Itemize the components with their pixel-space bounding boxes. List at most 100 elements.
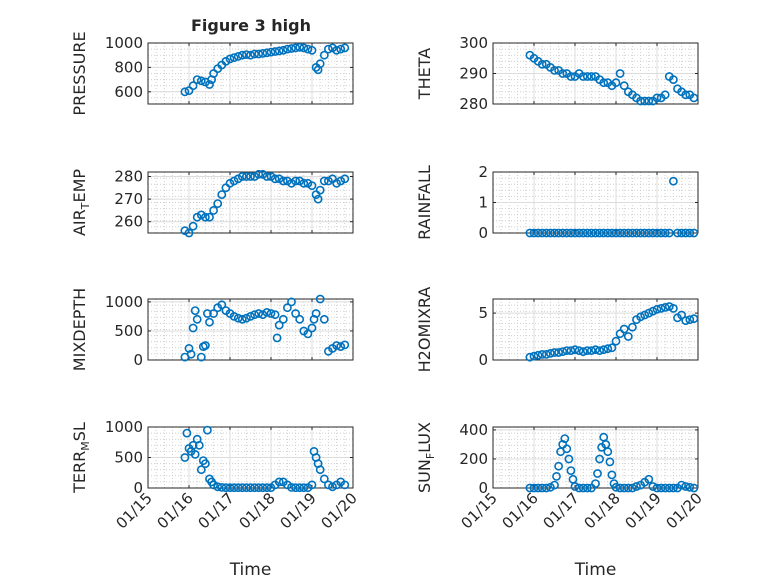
data-point <box>287 482 296 492</box>
data-point <box>669 303 678 313</box>
major-grid <box>148 427 353 488</box>
data-point <box>652 304 662 314</box>
y-tick-label: 280 <box>114 168 143 186</box>
data-point <box>217 482 227 492</box>
data-point <box>636 228 645 238</box>
data-point <box>340 43 350 53</box>
data-point <box>669 483 678 493</box>
y-axis-label: MIXDEPTH <box>70 288 89 371</box>
data-point <box>537 349 547 359</box>
data-point <box>673 228 682 238</box>
data-point <box>202 425 212 435</box>
data-point <box>603 344 613 354</box>
data-point <box>587 228 596 238</box>
data-point <box>554 348 563 357</box>
data-point <box>619 81 629 91</box>
data-point <box>689 483 699 493</box>
data-point <box>246 50 255 60</box>
data-point <box>196 76 206 86</box>
axes-frame <box>147 171 354 234</box>
x-axis-label: Time <box>574 560 617 580</box>
y-axis-label: H2OMIXRA <box>415 287 434 373</box>
data-point <box>660 90 670 100</box>
data-point <box>562 346 572 355</box>
data-point <box>681 228 691 238</box>
data-point <box>225 54 235 64</box>
data-point <box>681 90 691 100</box>
axes-frame <box>147 42 354 105</box>
data-point <box>188 221 198 231</box>
data-point <box>192 314 202 324</box>
data-point <box>611 336 621 346</box>
y-tick-label: 290 <box>459 65 488 83</box>
data-point <box>664 302 674 311</box>
data-point <box>568 474 578 484</box>
data-point <box>274 46 284 56</box>
x-tick-label: 01/19 <box>622 489 665 532</box>
data-point <box>250 310 259 320</box>
data-point <box>636 96 645 106</box>
data-point <box>323 44 333 54</box>
data-point <box>533 228 543 238</box>
data-point <box>562 228 572 238</box>
data-point <box>196 465 206 475</box>
data-point <box>323 480 333 490</box>
data-point <box>209 480 218 490</box>
data-point <box>291 483 300 493</box>
x-tick-label: 01/17 <box>195 489 238 532</box>
data-point <box>578 347 588 356</box>
data-point <box>593 469 602 478</box>
data-point <box>689 228 699 238</box>
data-point <box>652 93 662 103</box>
data-point <box>241 313 251 323</box>
x-tick-label: 01/17 <box>540 489 583 532</box>
data-point <box>209 309 218 318</box>
data-point <box>184 228 194 238</box>
data-point <box>258 483 268 493</box>
data-point <box>554 228 563 238</box>
subplot-mixdepth: 0 500 1000 MIXDEPTH <box>70 288 354 371</box>
data-point <box>615 69 625 78</box>
data-point <box>644 474 654 484</box>
x-tick-label: 01/20 <box>663 489 706 532</box>
data-point <box>205 212 214 222</box>
data-point <box>213 482 223 492</box>
series-sun_flux <box>525 432 699 493</box>
data-point <box>599 432 609 442</box>
data-point <box>225 483 235 493</box>
data-point <box>677 310 686 320</box>
data-point <box>241 50 251 59</box>
x-tick-label: 01/20 <box>318 489 361 532</box>
data-point <box>221 483 231 493</box>
data-point <box>332 45 341 55</box>
data-point <box>660 302 670 312</box>
data-point <box>299 43 309 53</box>
data-point <box>652 228 662 238</box>
data-point <box>246 483 255 493</box>
data-point <box>233 313 243 323</box>
data-point <box>282 303 292 313</box>
data-point <box>315 294 325 304</box>
data-point <box>537 59 547 69</box>
data-point <box>623 483 633 493</box>
data-point <box>574 228 584 238</box>
major-grid <box>493 172 698 233</box>
data-point <box>546 228 555 238</box>
data-point <box>607 343 617 353</box>
y-tick-label: 600 <box>114 83 143 101</box>
data-point <box>246 311 255 321</box>
data-point <box>221 183 231 193</box>
data-point <box>566 228 576 238</box>
data-point <box>677 228 686 238</box>
subplot-theta: 280 290 300 THETA <box>415 34 699 113</box>
data-point <box>254 49 264 59</box>
y-axis-label: TERRMSL <box>70 422 92 494</box>
data-point <box>266 47 276 57</box>
data-point <box>640 96 650 106</box>
data-point <box>603 447 613 457</box>
data-point <box>313 194 323 204</box>
data-point <box>685 315 695 324</box>
data-point <box>681 482 691 491</box>
x-tick-label: 01/16 <box>499 489 542 532</box>
